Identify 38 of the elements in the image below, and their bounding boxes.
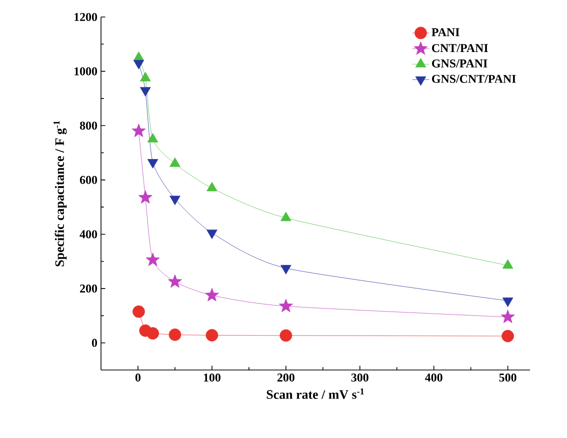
y-tick-label: 1000 <box>74 67 98 76</box>
y-tick-label: 600 <box>80 176 98 184</box>
point <box>138 190 152 204</box>
x-axis-title: Scan rate / mV s$^{-1}$ <box>266 388 364 399</box>
point <box>204 288 219 302</box>
x-tick-label: 100 <box>204 374 220 382</box>
legend-label: PANI <box>432 28 460 36</box>
legend-label: GNS/CNT/PANI <box>432 74 516 83</box>
x-tick-label: 0 <box>135 374 141 382</box>
point <box>146 252 160 266</box>
point <box>170 157 180 167</box>
y-tick-label: 800 <box>80 122 98 130</box>
y-tick-label: 200 <box>80 284 98 293</box>
legend-label: GNS/PANI <box>432 59 488 68</box>
legend-label: CNT/PANI <box>432 44 488 52</box>
point <box>146 327 159 340</box>
point <box>500 310 515 324</box>
point <box>168 328 182 341</box>
y-tick-label: 0 <box>92 338 98 347</box>
x-tick-label: 200 <box>277 374 294 382</box>
point <box>502 330 514 342</box>
x-tick-label: 400 <box>425 374 442 382</box>
y-tick-label: 1200 <box>74 12 98 22</box>
point <box>206 329 218 342</box>
point <box>147 133 158 142</box>
y-axis-title: Specific capacitance / F g$^{-1}$ <box>54 121 67 266</box>
point <box>132 124 146 138</box>
x-tick-label: 300 <box>351 374 368 382</box>
point <box>140 72 151 82</box>
y-tick-label: 400 <box>80 230 98 238</box>
point <box>502 259 514 269</box>
point <box>168 274 182 288</box>
x-tick-label: 500 <box>499 374 516 382</box>
point <box>278 298 293 312</box>
point <box>206 182 218 192</box>
point <box>132 305 145 318</box>
point <box>280 329 292 342</box>
point <box>280 212 292 222</box>
